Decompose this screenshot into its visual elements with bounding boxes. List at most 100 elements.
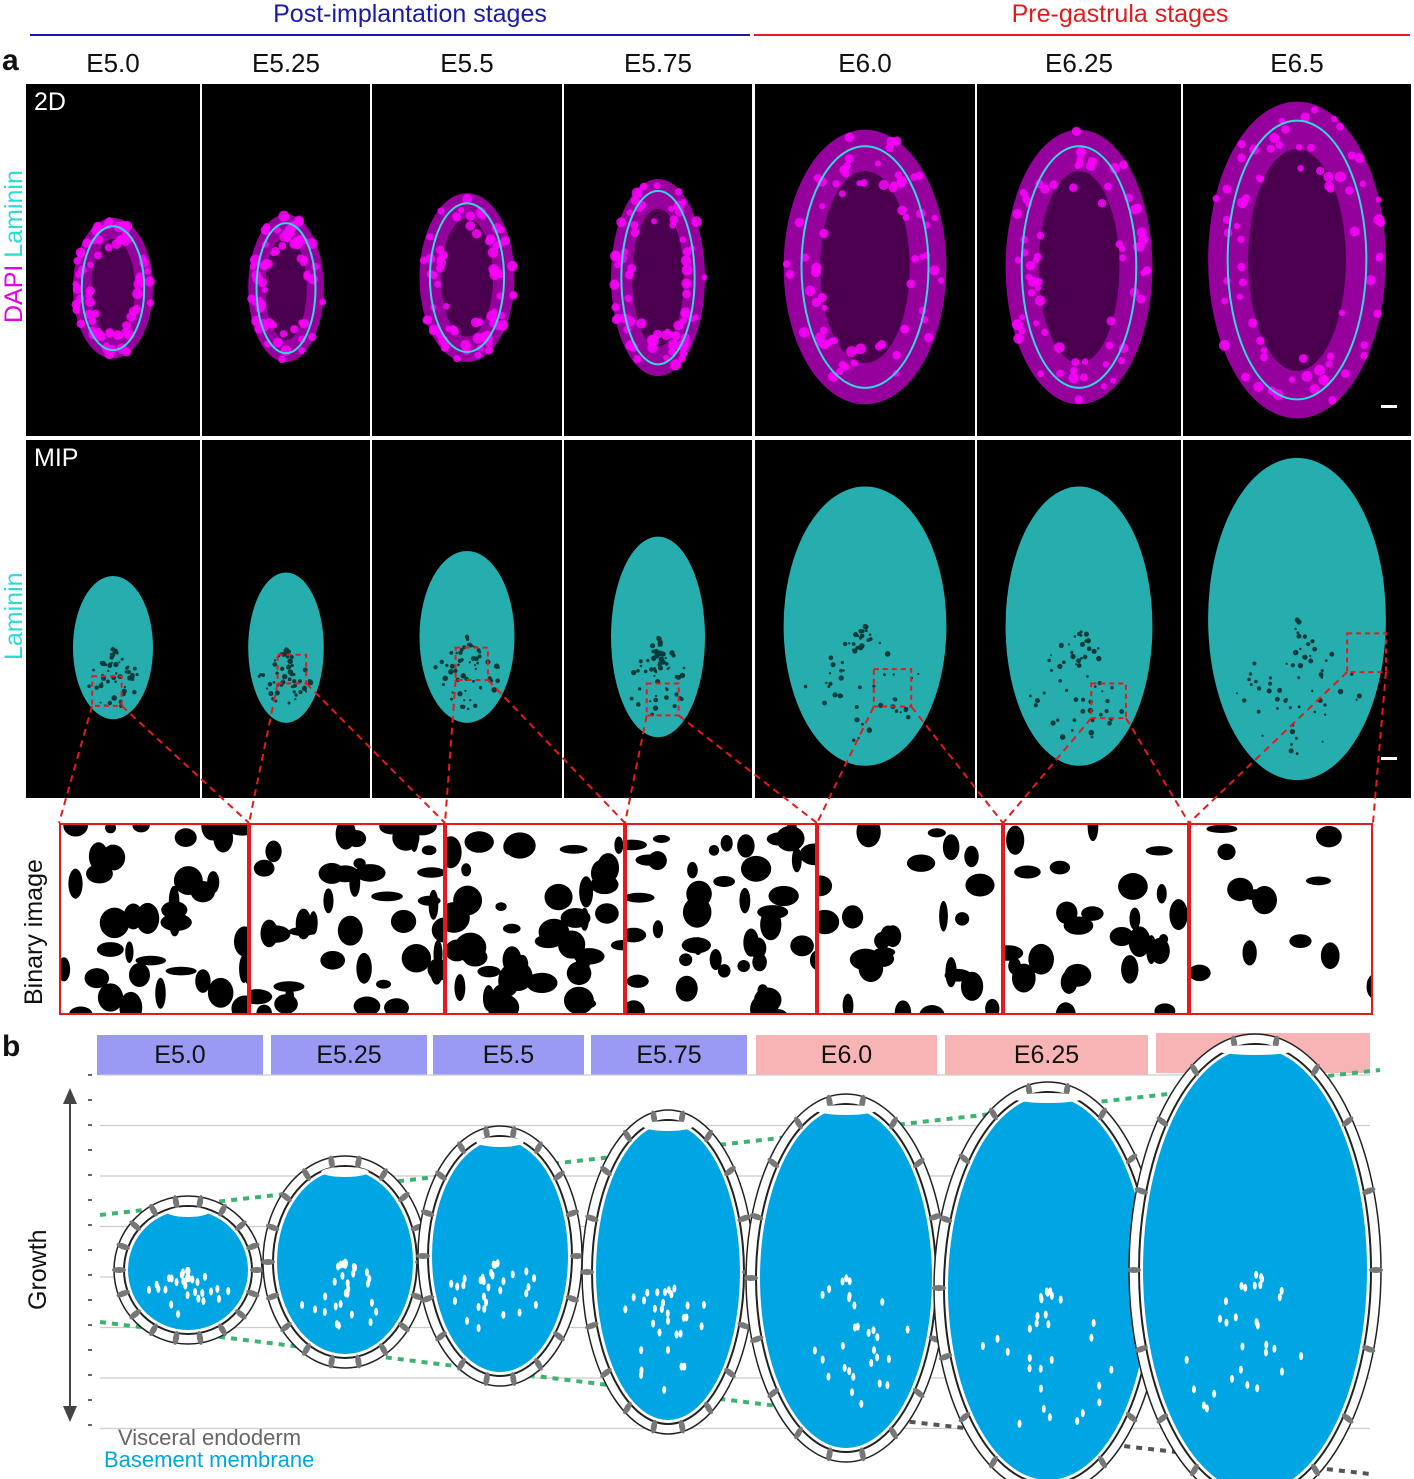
nucleus — [319, 298, 327, 306]
pore — [99, 701, 102, 704]
pore — [1072, 718, 1077, 722]
nucleus — [931, 214, 938, 222]
pore — [464, 689, 467, 693]
pore — [109, 653, 112, 656]
nucleus — [440, 344, 449, 352]
nucleus — [633, 355, 642, 364]
pore — [1268, 676, 1273, 680]
nucleus — [76, 319, 86, 329]
bm-pore — [476, 1324, 481, 1333]
ve-cell — [265, 1223, 280, 1232]
pore — [290, 663, 294, 668]
bm-pore — [1204, 1404, 1209, 1413]
cavity — [90, 238, 136, 338]
bm-pore — [1043, 1310, 1048, 1319]
ve-cell — [420, 1209, 435, 1217]
blob — [709, 949, 722, 971]
pore — [132, 666, 137, 671]
ve-cell — [398, 1192, 410, 1203]
ve-cell — [129, 1309, 141, 1320]
pore — [1081, 697, 1086, 702]
nucleus — [819, 228, 829, 239]
nucleus — [821, 304, 828, 311]
bm-pore — [1252, 1281, 1257, 1290]
ve-cell — [750, 1335, 764, 1343]
nucleus — [1256, 336, 1265, 345]
bm-pore — [659, 1305, 664, 1314]
tag-2d: 2D — [34, 88, 66, 116]
bm-pore — [842, 1363, 847, 1372]
nucleus — [838, 360, 847, 369]
ve-cell — [1134, 1187, 1148, 1195]
nucleus — [902, 214, 910, 221]
blob — [754, 987, 782, 1013]
pore — [272, 662, 278, 667]
pore — [872, 684, 876, 688]
blob — [526, 972, 558, 994]
pore — [1080, 656, 1083, 660]
nucleus — [1027, 276, 1039, 287]
pore — [460, 648, 464, 652]
nucleus — [674, 187, 683, 196]
bm-pore — [501, 1310, 506, 1319]
pore — [1248, 672, 1253, 676]
blob — [737, 834, 755, 858]
bm-pore — [1240, 1342, 1245, 1351]
nucleus — [1109, 162, 1120, 174]
nucleus — [701, 274, 708, 281]
nucleus — [630, 228, 640, 238]
zoom-line — [910, 705, 1004, 824]
bm-pore — [852, 1301, 857, 1310]
bm-pore — [1034, 1319, 1039, 1328]
zoom-line — [1372, 671, 1387, 824]
col-label-e5-5: E5.5 — [440, 48, 494, 78]
pore — [107, 700, 113, 706]
nucleus — [295, 239, 304, 248]
pore — [899, 711, 902, 714]
pore — [636, 668, 640, 673]
pore — [94, 685, 99, 690]
growth-line-upper — [99, 1068, 1381, 1217]
ve-cell — [767, 1388, 779, 1399]
nucleus — [1314, 364, 1326, 376]
blob — [1366, 975, 1371, 998]
pore — [1058, 678, 1063, 683]
pore — [287, 701, 291, 705]
ve-cell — [149, 1323, 158, 1337]
blob — [461, 863, 472, 877]
blob — [122, 909, 142, 927]
zoom-line — [678, 714, 818, 824]
ve-cell — [328, 1155, 335, 1170]
bm-pore — [657, 1328, 662, 1337]
binary-image-E6.0 — [817, 823, 1003, 1015]
pore — [1294, 736, 1298, 740]
ve-cell — [235, 1220, 247, 1231]
blob — [431, 917, 443, 943]
ve-cell — [302, 1343, 311, 1356]
blob — [427, 958, 443, 980]
ve-cell — [913, 1388, 925, 1399]
pore — [1337, 688, 1344, 695]
bm-pore — [1049, 1355, 1054, 1364]
ectoplacental-cap — [1013, 1093, 1083, 1103]
zoom-line — [1002, 717, 1093, 824]
bm-pore — [1184, 1355, 1189, 1364]
nucleus — [1212, 195, 1220, 203]
blob — [353, 996, 381, 1013]
pore — [110, 661, 114, 664]
nucleus — [1257, 175, 1265, 183]
pore — [259, 673, 263, 677]
nucleus — [1345, 186, 1354, 195]
nucleus — [1070, 366, 1078, 375]
stage-box-e5-25: E5.25 — [271, 1035, 427, 1075]
nucleus — [1081, 358, 1089, 365]
pore — [449, 697, 453, 701]
nucleus — [1326, 352, 1335, 361]
pore — [857, 736, 860, 740]
nucleus — [1311, 106, 1319, 114]
blob — [1206, 825, 1238, 833]
scale-bar — [1381, 757, 1397, 760]
bm-pore — [532, 1274, 537, 1283]
pore — [1266, 688, 1272, 694]
pore — [294, 697, 297, 701]
